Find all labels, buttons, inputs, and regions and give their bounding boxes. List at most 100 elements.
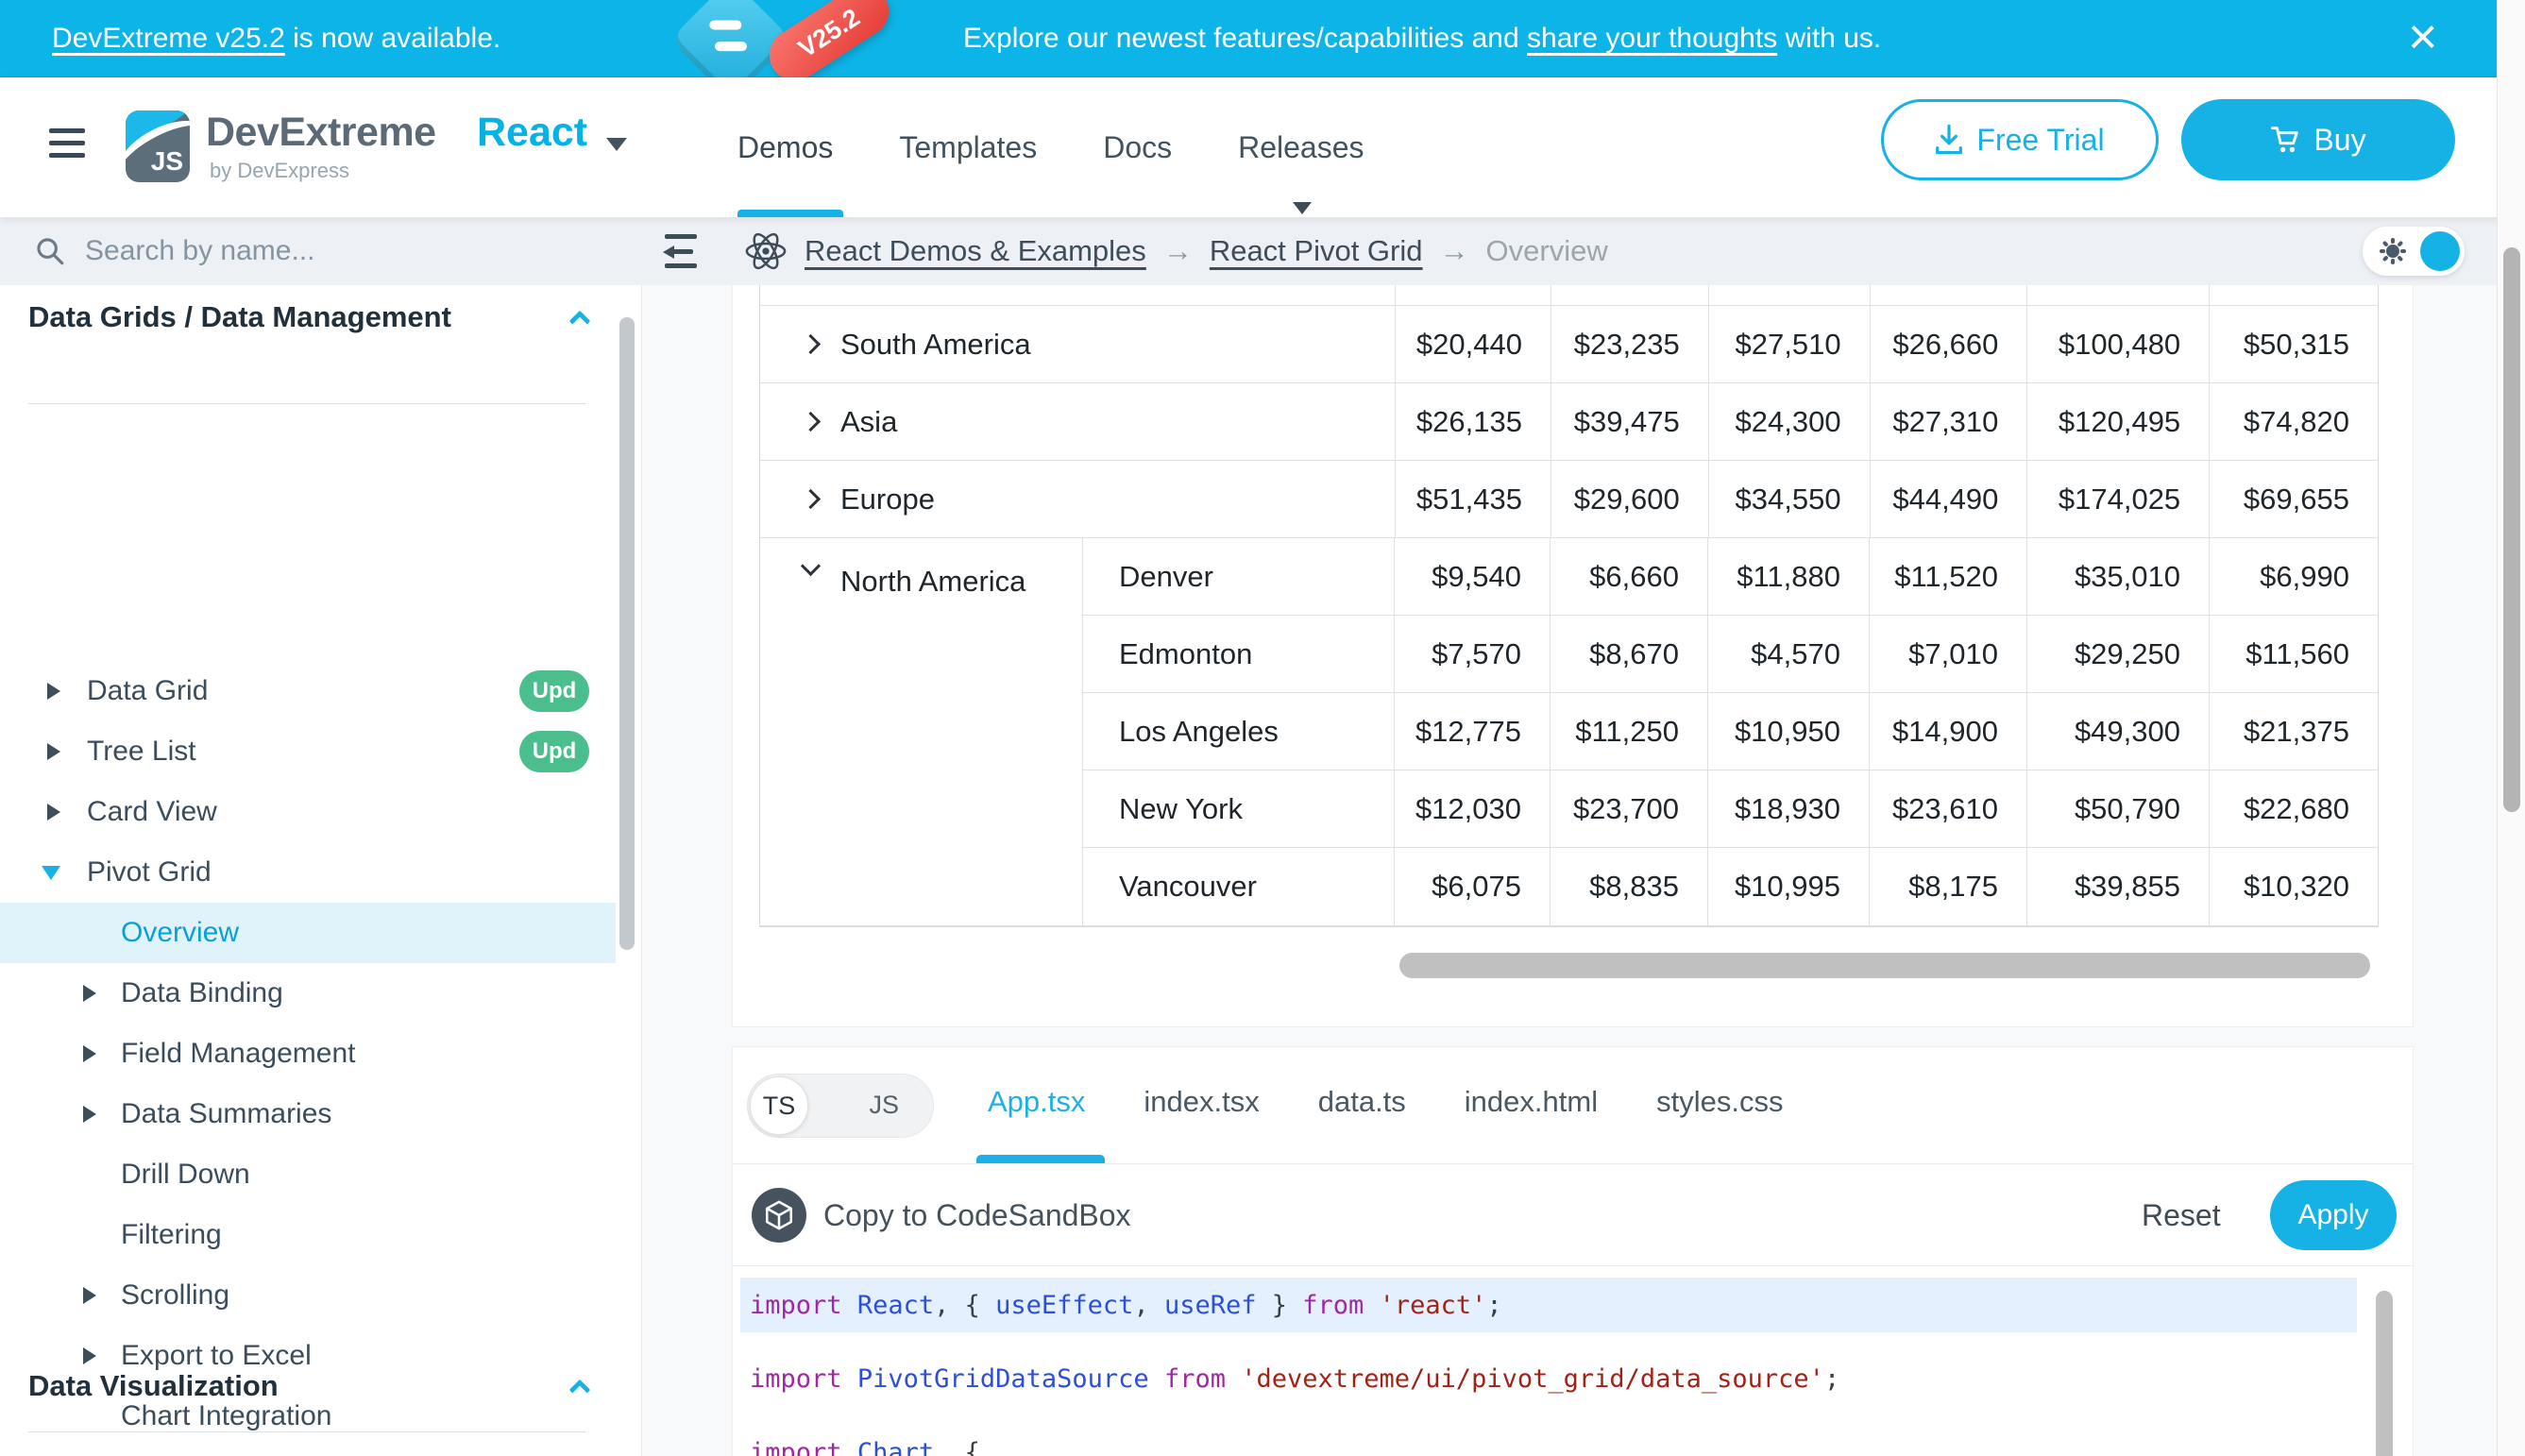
pivot-row-vancouver: Vancouver $6,075 $8,835 $10,995 $8,175 $39,85…: [1083, 848, 2378, 925]
tab-index-html[interactable]: index.html: [1464, 1085, 1599, 1118]
code-editor[interactable]: import React, { useEffect, useRef } from…: [733, 1266, 2413, 1456]
tab-app-tsx[interactable]: App.tsx: [988, 1085, 1086, 1118]
banner-version-link[interactable]: DevExtreme v25.2: [52, 23, 285, 54]
section-title: Data Visualization: [28, 1369, 279, 1402]
pivot-value-cell: $20,440: [1396, 306, 1551, 382]
nav-item-releases[interactable]: Releases: [1238, 130, 1364, 214]
pivot-rowheader-vancouver[interactable]: Vancouver: [1083, 848, 1395, 925]
expand-chevron-icon[interactable]: [800, 333, 822, 355]
sidebar-item-overview[interactable]: Overview: [0, 903, 616, 963]
expand-chevron-icon[interactable]: [800, 488, 822, 510]
search-placeholder: Search by name...: [85, 235, 315, 266]
sidebar-item-scrolling[interactable]: Scrolling: [0, 1265, 616, 1326]
hamburger-menu-icon[interactable]: [49, 128, 87, 166]
collapse-chevron-icon[interactable]: [800, 555, 822, 577]
collapse-sidebar-icon[interactable]: [661, 232, 703, 270]
section-data-grids[interactable]: Data Grids / Data Management: [28, 300, 591, 334]
sidebar-item-customization[interactable]: Customization: [0, 1447, 616, 1456]
copy-to-codesandbox-button[interactable]: Copy to CodeSandBox: [823, 1197, 1131, 1232]
pivot-value-cell: $10,950: [1708, 693, 1870, 770]
pivot-rowheader-south-america[interactable]: South America: [760, 306, 1397, 382]
sidebar-item-card-view[interactable]: Card View: [0, 782, 616, 842]
tab-index-tsx[interactable]: index.tsx: [1144, 1085, 1260, 1118]
pivot-rowheader-new-york[interactable]: New York: [1083, 770, 1395, 847]
reset-button[interactable]: Reset: [2142, 1197, 2221, 1232]
pivot-row-asia: Asia $26,135 $39,475 $24,300 $27,310 $120,495…: [760, 383, 2378, 461]
nav-item-docs[interactable]: Docs: [1103, 129, 1173, 164]
logo-title[interactable]: DevExtreme: [206, 110, 436, 155]
sidebar-item-drill-down[interactable]: Drill Down: [0, 1144, 616, 1205]
free-trial-button[interactable]: Free Trial: [1881, 99, 2159, 180]
expand-chevron-icon[interactable]: [800, 411, 822, 432]
devextreme-js-logo-icon[interactable]: JS: [126, 110, 190, 182]
buy-button[interactable]: Buy: [2181, 99, 2455, 180]
nav-item-templates[interactable]: Templates: [899, 129, 1038, 164]
pivot-value-cell: $39,855: [2027, 848, 2210, 925]
active-nav-underline: [737, 210, 843, 217]
tab-styles-css[interactable]: styles.css: [1656, 1085, 1784, 1118]
expand-arrow-icon[interactable]: [83, 1045, 96, 1062]
pivot-value-cell: $34,550: [1709, 461, 1871, 537]
sidebar-item-label: Data Summaries: [121, 1098, 332, 1129]
js-option[interactable]: JS: [869, 1091, 899, 1119]
expand-arrow-icon[interactable]: [47, 683, 60, 700]
sidebar-item-chart-integration[interactable]: Chart Integration: [0, 1386, 616, 1447]
sidebar-item-tree-list[interactable]: Tree List Upd: [0, 721, 616, 782]
codesandbox-icon[interactable]: [752, 1188, 806, 1243]
sidebar-item-pivot-grid[interactable]: Pivot Grid: [0, 842, 616, 903]
platform-caret-icon[interactable]: [606, 138, 627, 151]
share-your-thoughts-link[interactable]: share your thoughts: [1527, 23, 1778, 54]
section-title: Data Grids / Data Management: [28, 300, 451, 333]
chevron-up-icon[interactable]: [568, 1379, 591, 1401]
nav-item-demos[interactable]: Demos: [737, 129, 834, 164]
pivot-rowheader-edmonton[interactable]: Edmonton: [1083, 616, 1395, 692]
breadcrumb-link-pivot-grid[interactable]: React Pivot Grid: [1209, 234, 1423, 267]
theme-toggle[interactable]: [2363, 227, 2465, 276]
page-scrollbar: [2497, 0, 2525, 1456]
pivot-rowheader-europe[interactable]: Europe: [760, 461, 1397, 537]
section-data-visualization[interactable]: Data Visualization: [28, 1369, 591, 1403]
pivot-value-cell: $50,790: [2027, 770, 2210, 847]
horizontal-scroll-thumb[interactable]: [1399, 953, 2370, 978]
code-scrollbar[interactable]: [2376, 1291, 2393, 1456]
theme-toggle-knob[interactable]: [2420, 231, 2460, 271]
expand-arrow-icon[interactable]: [83, 1287, 96, 1304]
search-input[interactable]: Search by name...: [34, 217, 314, 285]
pivot-rowheader-los-angeles[interactable]: Los Angeles: [1083, 693, 1395, 770]
sidebar-nav: Data Grid Upd Tree List Upd Card View Pivot G…: [0, 661, 616, 1456]
expand-arrow-icon[interactable]: [83, 985, 96, 1002]
sidebar-scrollbar[interactable]: [619, 317, 635, 950]
row-label: North America: [840, 565, 1026, 598]
code-token: from: [1302, 1290, 1364, 1320]
sidebar-item-data-summaries[interactable]: Data Summaries: [0, 1084, 616, 1144]
sidebar-item-field-management[interactable]: Field Management: [0, 1024, 616, 1084]
tab-data-ts[interactable]: data.ts: [1317, 1085, 1406, 1118]
code-token: PivotGridDataSource: [856, 1363, 1149, 1394]
expand-arrow-icon[interactable]: [47, 743, 60, 760]
pivot-rowheader-denver[interactable]: Denver: [1083, 538, 1395, 615]
sidebar-item-data-grid[interactable]: Data Grid Upd: [0, 661, 616, 721]
chevron-up-icon[interactable]: [568, 310, 591, 332]
banner-message-pre: Explore our newest features/capabilities…: [963, 23, 1528, 54]
expand-arrow-icon[interactable]: [47, 804, 60, 821]
apply-button[interactable]: Apply: [2270, 1180, 2397, 1250]
sidebar-item-filtering[interactable]: Filtering: [0, 1205, 616, 1265]
sidebar-item-data-binding[interactable]: Data Binding: [0, 963, 616, 1024]
close-icon[interactable]: ×: [2408, 8, 2438, 65]
pivot-row-south-america: South America $20,440 $23,235 $27,510 $26,66…: [760, 306, 2378, 383]
collapse-arrow-icon[interactable]: [42, 865, 60, 880]
pivot-rowheader-asia[interactable]: Asia: [760, 383, 1397, 460]
pivot-grid-demo-card: South America $20,440 $23,235 $27,510 $26,66…: [732, 285, 2414, 1027]
free-trial-label: Free Trial: [1976, 122, 2105, 157]
page-scroll-thumb[interactable]: [2503, 247, 2520, 812]
code-line-1: import React, { useEffect, useRef } from…: [740, 1278, 2357, 1332]
expand-arrow-icon[interactable]: [83, 1106, 96, 1123]
breadcrumb-link-demos[interactable]: React Demos & Examples: [805, 234, 1146, 267]
pivot-rowheader-north-america[interactable]: North America: [760, 538, 1083, 925]
language-toggle[interactable]: TS JS: [747, 1074, 934, 1138]
expand-arrow-icon[interactable]: [83, 1347, 96, 1364]
pivot-value-cell: $14,900: [1870, 693, 2027, 770]
sidebar-item-export-to-excel[interactable]: Export to Excel: [0, 1326, 616, 1386]
ts-option[interactable]: TS: [750, 1076, 808, 1135]
platform-selector[interactable]: React: [477, 110, 588, 155]
